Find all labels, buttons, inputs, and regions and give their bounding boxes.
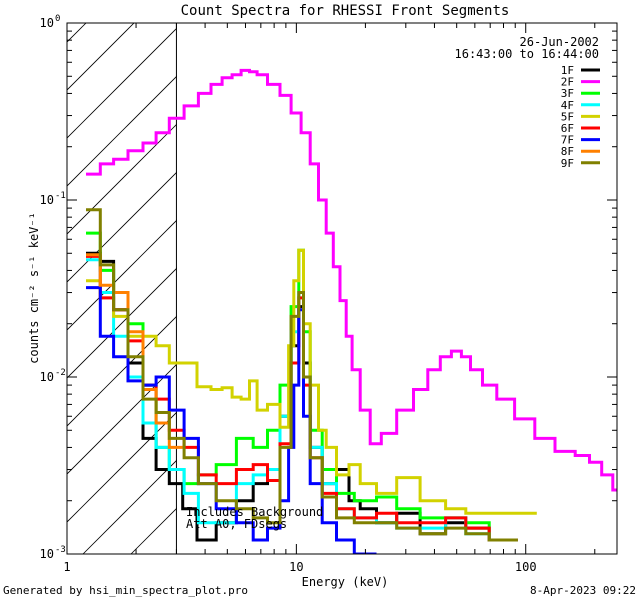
y-tick-label: 10 bbox=[40, 193, 54, 207]
hatch-line bbox=[67, 171, 177, 283]
annotation-line-1: Includes Background bbox=[186, 505, 323, 519]
time-range-label: 16:43:00 to 16:44:00 bbox=[455, 47, 600, 61]
series-9F bbox=[86, 208, 518, 542]
y-tick-exponent: 0 bbox=[55, 14, 60, 24]
hatch-line bbox=[67, 75, 177, 187]
hatch-line bbox=[67, 363, 177, 475]
legend-label-9F: 9F bbox=[561, 157, 574, 170]
series-8F bbox=[86, 253, 184, 449]
y-tick-label: 10 bbox=[40, 370, 54, 384]
annotation-line-2: Att A0, FDsegs bbox=[186, 517, 287, 531]
legend-label-3F: 3F bbox=[561, 87, 574, 100]
hatch-line bbox=[67, 411, 177, 523]
hatch-line bbox=[67, 267, 177, 379]
series-5F bbox=[86, 248, 537, 515]
chart-title: Count Spectra for RHESSI Front Segments bbox=[181, 3, 510, 19]
y-axis-label: counts cm⁻² s⁻¹ keV⁻¹ bbox=[27, 212, 41, 364]
hatch-line bbox=[67, 27, 177, 139]
y-tick-exponent: -1 bbox=[55, 191, 66, 201]
x-tick-label: 1 bbox=[63, 560, 70, 574]
date-label: 26-Jun-2002 bbox=[520, 35, 599, 49]
hatch-line bbox=[67, 123, 177, 235]
x-axis-label: Energy (keV) bbox=[302, 575, 389, 589]
footer-generator: Generated by hsi_min_spectra_plot.pro bbox=[3, 584, 248, 597]
legend-label-8F: 8F bbox=[561, 145, 574, 158]
hatch-line bbox=[67, 23, 87, 43]
legend-label-6F: 6F bbox=[561, 122, 574, 135]
hatched-region bbox=[67, 23, 177, 554]
y-tick-label: 10 bbox=[40, 16, 54, 30]
y-tick-exponent: -2 bbox=[55, 368, 66, 378]
x-tick-label: 100 bbox=[515, 560, 537, 574]
y-tick-exponent: -3 bbox=[55, 545, 66, 555]
y-tick-label: 10 bbox=[40, 547, 54, 561]
legend-label-4F: 4F bbox=[561, 99, 574, 112]
legend-label-1F: 1F bbox=[561, 64, 574, 77]
legend-label-2F: 2F bbox=[561, 76, 574, 89]
x-tick-label: 10 bbox=[289, 560, 303, 574]
legend-label-5F: 5F bbox=[561, 110, 574, 123]
legend-label-7F: 7F bbox=[561, 134, 574, 147]
hatch-line bbox=[67, 219, 177, 331]
series-2F bbox=[86, 68, 617, 492]
series-1F bbox=[86, 251, 518, 542]
footer-date: 8-Apr-2023 09:22 bbox=[530, 584, 636, 597]
hatch-line bbox=[67, 23, 135, 91]
plot-frame bbox=[66, 22, 618, 555]
